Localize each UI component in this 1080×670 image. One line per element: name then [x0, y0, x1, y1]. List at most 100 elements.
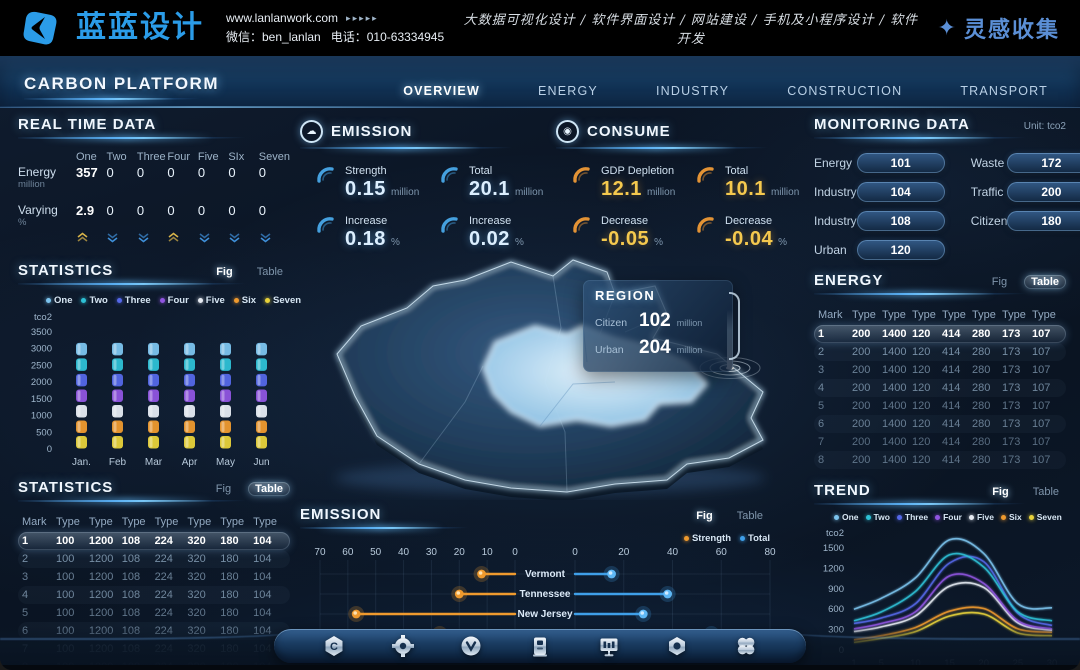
- legend-item-five: Five: [197, 295, 225, 306]
- panel-swoosh: [18, 135, 290, 141]
- fig-table-toggle: Fig Table: [209, 265, 290, 279]
- toggle-table[interactable]: Table: [736, 510, 763, 522]
- arc-icon: [441, 217, 458, 233]
- svg-text:tco2: tco2: [826, 528, 844, 539]
- unit-note: Unit: tco2: [1023, 121, 1066, 132]
- toggle-table[interactable]: Table: [1032, 486, 1059, 498]
- emission-metrics: Strength 0.15 million Total 20.1 million…: [300, 165, 552, 251]
- table-row[interactable]: 8 200 1400 120 414 280 173 107: [814, 451, 1066, 469]
- panel-monitoring: MONITORING DATA Unit: tco2 Energy 101 In…: [814, 116, 1080, 269]
- nav-item-overview[interactable]: OVERVIEW: [403, 84, 480, 98]
- brand-website[interactable]: www.lanlanwork.com: [226, 11, 339, 25]
- panel-swoosh: [814, 135, 1066, 141]
- brand-phone: 电话：010-63334945: [330, 30, 445, 44]
- realtime-grid: One Two Three Four Five SIx Seven Energy million…: [18, 151, 290, 248]
- table-row[interactable]: 2 200 1400 120 414 280 173 107: [814, 343, 1066, 361]
- nav-tabs: OVERVIEW ENERGY INDUSTRY CONSTRUCTION TRANSP…: [401, 80, 1056, 102]
- table-row[interactable]: 1 100 1200 108 224 320 180 104: [18, 532, 290, 550]
- realtime-col-header: Two: [106, 151, 127, 163]
- legend-item-six: Six: [1000, 512, 1022, 522]
- table-row[interactable]: 1 200 1400 120 414 280 173 107: [814, 325, 1066, 343]
- table-row[interactable]: 3 200 1400 120 414 280 173 107: [818, 364, 1051, 376]
- table-row[interactable]: 6 200 1400 120 414 280 173 107: [814, 415, 1066, 433]
- toggle-table[interactable]: Table: [1024, 275, 1066, 289]
- realtime-row-label: Energy: [18, 165, 57, 179]
- table-row[interactable]: 4 200 1400 120 414 280 173 107: [814, 379, 1066, 397]
- arc-icon: [573, 217, 590, 233]
- nut-icon[interactable]: [664, 633, 690, 659]
- cluster-icon[interactable]: [733, 633, 759, 659]
- hexagon-c-icon[interactable]: C: [321, 633, 347, 659]
- realtime-value: 357: [76, 165, 98, 180]
- metric-total: Total 20.1 million: [438, 165, 552, 201]
- monitoring-value-pill: 172: [1007, 153, 1080, 173]
- monitoring-label: Industry: [814, 185, 857, 199]
- svg-text:20: 20: [618, 547, 630, 558]
- svg-text:70: 70: [314, 547, 326, 558]
- svg-text:C: C: [330, 641, 338, 653]
- energy-table: Mark Type Type Type Type Type Type Type 1 200 1400…: [814, 305, 1066, 469]
- stacked-bar-chart[interactable]: tco2 0 500 1000 1500 2000 2500 3000 3500 Jan. Feb M…: [18, 306, 290, 476]
- nav-item-industry[interactable]: INDUSTRY: [655, 84, 730, 98]
- svg-text:3500: 3500: [31, 327, 52, 338]
- svg-text:1200: 1200: [823, 563, 844, 574]
- table-row[interactable]: 5 200 1400 120 414 280 173 107: [818, 400, 1051, 412]
- monitoring-label: Citizen: [970, 214, 1008, 228]
- fig-table-toggle: Fig Table: [985, 275, 1066, 289]
- toggle-fig[interactable]: Fig: [991, 276, 1008, 288]
- panel-swoosh: [556, 145, 808, 151]
- monitoring-row-traffic: Traffic 200: [971, 182, 1080, 202]
- toggle-fig[interactable]: Fig: [992, 486, 1009, 498]
- metric-value: 20.1: [469, 178, 510, 200]
- table-row[interactable]: 3 100 1200 108 224 320 180 104: [22, 571, 272, 583]
- panel-swoosh: [18, 281, 290, 287]
- table-row[interactable]: 7 200 1400 120 414 280 173 107: [818, 436, 1051, 448]
- arc-icon: [697, 217, 714, 233]
- brand-services: 大数据可视化设计 / 软件界面设计 / 网站建设 / 手机及小程序设计 / 软件…: [463, 13, 919, 47]
- monitoring-label: Traffic: [970, 185, 1004, 199]
- trend-up-icon: [168, 232, 179, 242]
- svg-text:40: 40: [398, 547, 410, 558]
- toggle-fig[interactable]: Fig: [696, 510, 713, 522]
- monitoring-label: Energy: [814, 156, 853, 170]
- toggle-fig[interactable]: Fig: [216, 266, 233, 278]
- sparkle-icon: ✦: [937, 15, 956, 40]
- toggle-fig[interactable]: Fig: [215, 483, 232, 495]
- charging-station-icon[interactable]: [527, 633, 553, 659]
- metric-unit: %: [390, 237, 400, 248]
- factory-monitor-icon[interactable]: [596, 633, 622, 659]
- table-row[interactable]: 2 100 1200 108 224 320 180 104: [18, 550, 290, 568]
- monitoring-row-citizen: Citizen 180: [971, 211, 1080, 231]
- region-map[interactable]: REGION Citizen 102 million Urban 204 mil…: [315, 232, 790, 501]
- trend-up-icon: [77, 232, 88, 242]
- metric-total: Total 10.1 million: [694, 165, 808, 201]
- circle-v-icon[interactable]: [458, 633, 484, 659]
- legend-item-one: One: [46, 295, 72, 306]
- table-header-row: Mark Type Type Type Type Type Type Type: [22, 516, 277, 528]
- brand-contact: www.lanlanwork.com ▸▸▸▸▸ 微信：ben_lanlan 电…: [226, 11, 444, 45]
- page-title: CARBON PLATFORM: [24, 74, 219, 93]
- nav-item-construction[interactable]: CONSTRUCTION: [787, 84, 903, 98]
- table-row[interactable]: 4 100 1200 108 224 320 180 104: [18, 586, 290, 604]
- trend-down-icon: [107, 233, 118, 243]
- tooltip-value: 204: [639, 337, 671, 358]
- table-row[interactable]: 5 100 1200 108 224 320 180 104: [22, 607, 272, 619]
- realtime-value: 0: [228, 165, 236, 180]
- arc-icon: [317, 217, 334, 233]
- toggle-table[interactable]: Table: [256, 266, 283, 278]
- svg-text:Jan.: Jan.: [72, 457, 91, 468]
- brand-bar: 蓝蓝设计 www.lanlanwork.com ▸▸▸▸▸ 微信：ben_lan…: [0, 0, 1080, 56]
- inspiration-collect[interactable]: ✦ 灵感收集: [938, 12, 1060, 44]
- toggle-table[interactable]: Table: [248, 482, 290, 496]
- legend-item-seven: Seven: [265, 295, 301, 306]
- panel-swoosh: [18, 498, 290, 504]
- metric-value: 10.1: [725, 178, 766, 200]
- trend-down-icon: [138, 233, 149, 243]
- svg-text:New Jersey: New Jersey: [517, 609, 572, 620]
- gear-icon[interactable]: [390, 633, 416, 659]
- app-dock: C: [274, 629, 806, 663]
- nav-item-energy[interactable]: ENERGY: [537, 84, 598, 98]
- nav-item-transport[interactable]: TRANSPORT: [960, 84, 1048, 98]
- legend-item-six: Six: [233, 295, 256, 306]
